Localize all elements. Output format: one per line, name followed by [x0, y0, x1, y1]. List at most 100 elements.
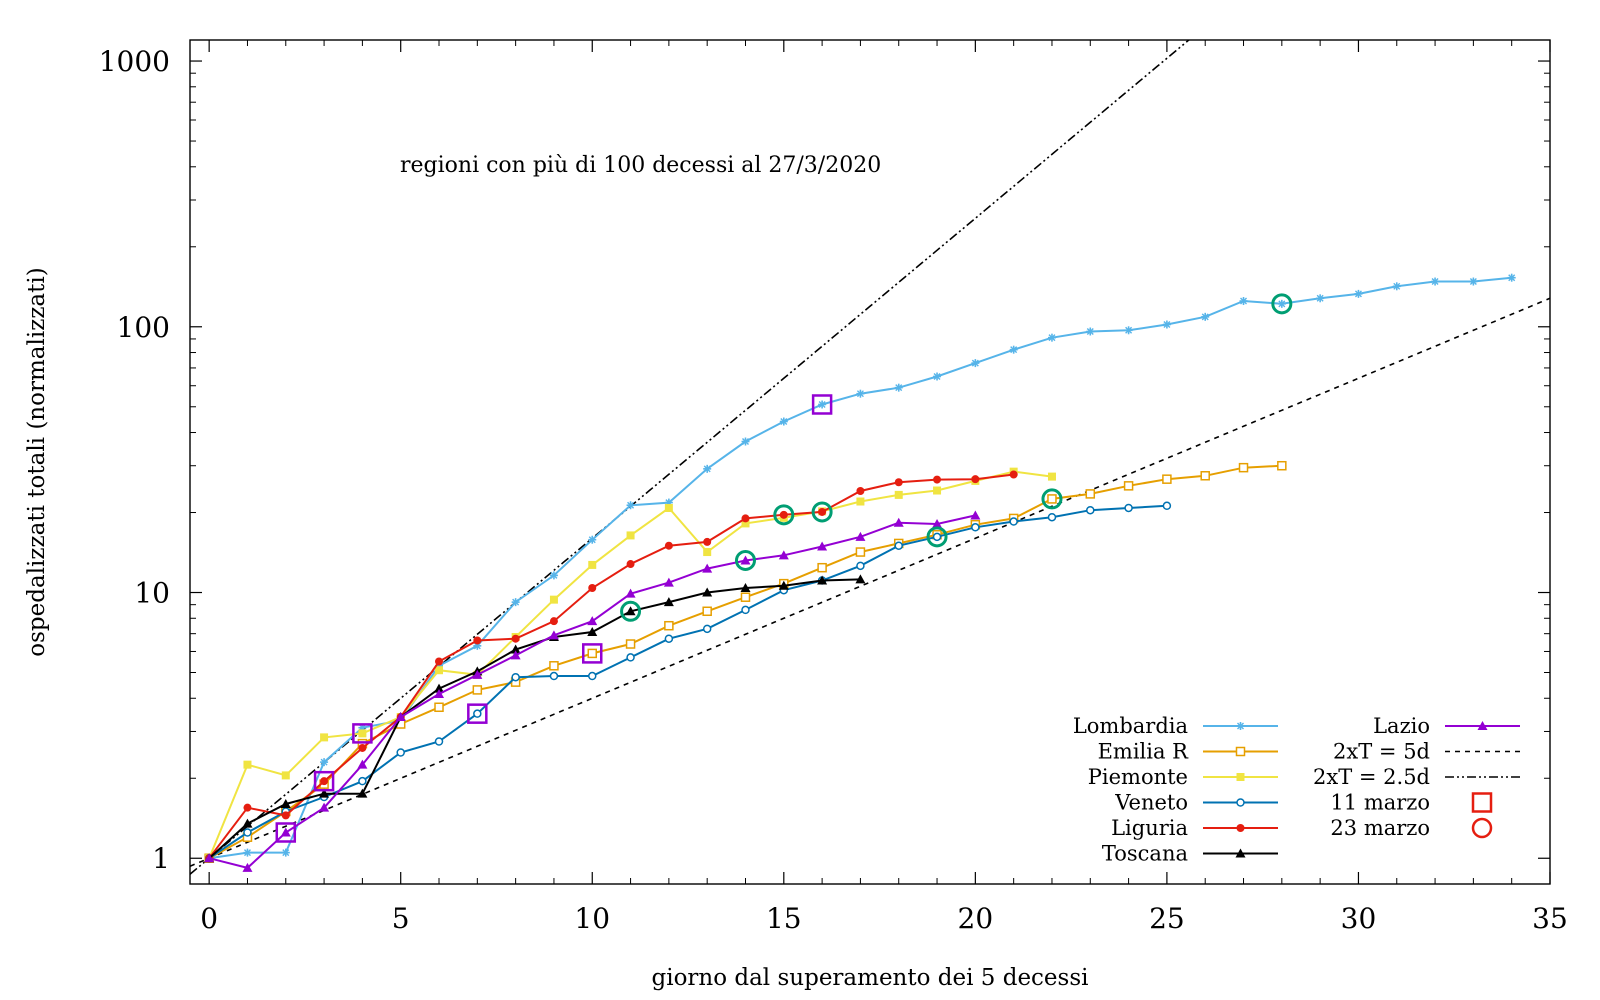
point-marker	[856, 389, 865, 398]
point-marker	[703, 548, 712, 557]
point-marker	[894, 541, 903, 550]
point-marker	[1200, 471, 1210, 481]
legend-label: Lazio	[1373, 714, 1430, 738]
point-marker	[1124, 326, 1133, 335]
point-marker	[1009, 517, 1018, 526]
y-tick-label: 1000	[99, 45, 170, 78]
point-marker	[549, 671, 559, 681]
point-marker	[970, 510, 981, 520]
point-marker	[549, 617, 558, 626]
point-marker	[855, 547, 866, 557]
series-line	[208, 473, 1014, 859]
marker-23-marzo	[773, 504, 795, 526]
series-line	[208, 578, 861, 859]
point-marker	[549, 661, 559, 671]
point-marker	[472, 669, 483, 679]
point-marker	[626, 560, 635, 569]
x-axis-title: giorno dal superamento dei 5 decessi	[651, 965, 1088, 991]
point-marker	[741, 514, 750, 523]
legend-item-lazio: Lazio	[1373, 714, 1520, 738]
point-marker	[472, 685, 483, 695]
point-marker	[395, 712, 406, 722]
legend-square-icon	[1471, 792, 1493, 813]
point-marker	[548, 630, 559, 640]
point-marker	[894, 383, 903, 392]
point-marker	[549, 595, 558, 604]
point-marker	[740, 582, 751, 592]
point-marker	[396, 748, 405, 757]
point-marker	[435, 666, 444, 675]
point-marker	[779, 510, 788, 519]
marker-23-marzo	[811, 501, 833, 523]
point-marker	[242, 862, 253, 872]
point-marker	[856, 486, 865, 495]
point-marker	[1277, 299, 1286, 308]
point-marker	[1085, 489, 1096, 499]
point-marker	[664, 620, 674, 631]
point-marker	[511, 634, 520, 643]
x-tick-label: 25	[1149, 902, 1185, 935]
point-marker	[1009, 345, 1018, 354]
x-tick-labels: 0 5 10 15 20 25 30 35	[200, 902, 1568, 935]
point-marker	[587, 627, 598, 637]
point-marker	[434, 683, 445, 693]
point-marker	[817, 575, 828, 585]
point-marker	[243, 803, 252, 812]
point-marker	[932, 532, 942, 542]
x-tick-label: 20	[958, 902, 994, 935]
point-marker	[280, 827, 291, 837]
point-marker	[894, 478, 903, 487]
legend-label: Lombardia	[1073, 714, 1188, 738]
point-marker	[1477, 721, 1488, 730]
point-marker	[434, 702, 444, 713]
point-marker	[319, 802, 330, 812]
legend-label: 2xT = 2.5d	[1313, 765, 1430, 789]
y-tick-label: 100	[117, 311, 170, 344]
point-marker	[626, 531, 635, 540]
point-marker	[626, 653, 635, 662]
point-marker	[1236, 773, 1245, 781]
point-marker	[587, 648, 598, 659]
point-marker	[1392, 282, 1401, 291]
point-marker	[320, 777, 329, 786]
series-liguria	[205, 470, 1018, 863]
point-marker	[587, 616, 598, 626]
point-marker	[358, 743, 367, 752]
legend-label: Liguria	[1111, 816, 1188, 840]
point-marker	[933, 372, 942, 381]
point-marker	[1047, 333, 1056, 342]
point-marker	[510, 644, 521, 654]
x-tick-label: 5	[392, 902, 410, 935]
point-marker	[243, 828, 252, 837]
point-marker	[1239, 297, 1248, 306]
point-marker	[242, 818, 253, 828]
x-tick-label: 0	[200, 902, 218, 935]
marker-23-marzo	[734, 549, 756, 571]
point-marker	[511, 672, 520, 682]
point-marker	[588, 535, 597, 544]
point-marker	[856, 561, 865, 571]
point-marker	[1238, 462, 1249, 473]
legend-item-lombardia: Lombardia	[1073, 714, 1278, 738]
point-marker	[281, 848, 290, 857]
point-marker	[1047, 472, 1056, 481]
series-line	[208, 504, 1167, 860]
point-marker	[818, 507, 827, 516]
point-marker	[357, 759, 368, 769]
point-marker	[511, 598, 520, 607]
marker-11-marzo	[582, 643, 603, 664]
point-marker	[280, 799, 291, 809]
x-tick-label: 15	[766, 902, 802, 935]
point-marker	[855, 574, 866, 584]
series-line	[208, 470, 1053, 859]
point-marker	[243, 760, 252, 769]
point-marker	[358, 776, 367, 786]
point-marker	[1235, 746, 1246, 757]
point-marker	[702, 563, 713, 573]
point-marker	[741, 437, 750, 446]
point-marker	[971, 523, 980, 532]
point-marker	[1235, 848, 1246, 858]
point-marker	[1236, 824, 1245, 832]
point-marker	[625, 639, 636, 649]
